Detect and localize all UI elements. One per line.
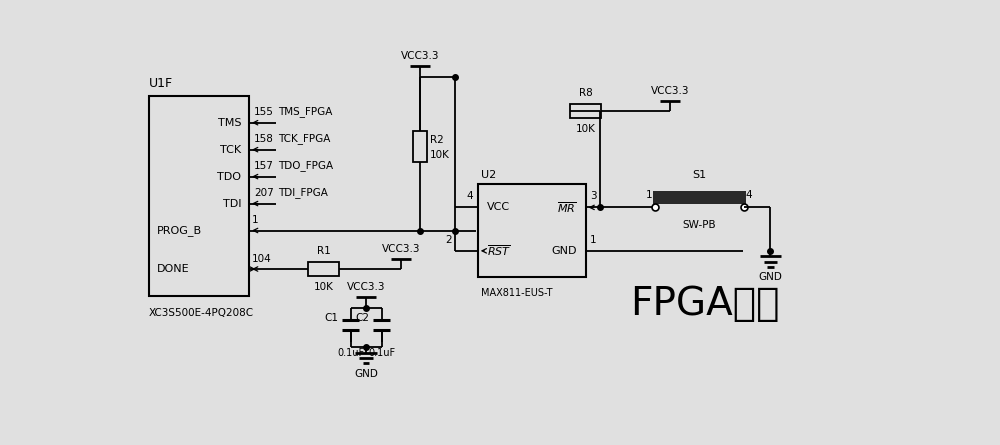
Text: 0.1uF: 0.1uF [368,348,395,358]
Text: TMS: TMS [218,117,241,128]
Text: 3: 3 [590,191,597,201]
Text: MAX811-EUS-T: MAX811-EUS-T [481,288,552,298]
Text: 207: 207 [254,188,274,198]
Text: VCC3.3: VCC3.3 [401,51,439,61]
Text: TMS_FPGA: TMS_FPGA [278,106,333,117]
Text: 1: 1 [590,235,597,245]
Text: 155: 155 [254,107,274,117]
Text: DONE: DONE [157,264,189,274]
Bar [413,131,427,162]
Text: TCK: TCK [220,145,241,155]
Text: S1: S1 [692,170,706,181]
Text: 1: 1 [646,190,653,200]
Text: TDI: TDI [223,198,241,209]
Text: 0.1uF: 0.1uF [337,348,364,358]
Text: 104: 104 [252,254,272,263]
Text: 1: 1 [252,215,259,225]
Text: C2: C2 [355,312,369,323]
Text: TDO_FPGA: TDO_FPGA [278,160,334,171]
Text: R1: R1 [317,246,331,256]
Text: FPGA复位: FPGA复位 [630,285,780,323]
Text: VCC3.3: VCC3.3 [651,86,690,96]
Text: R8: R8 [579,88,593,98]
Text: C1: C1 [324,312,338,323]
Text: 10K: 10K [430,150,450,161]
Bar [653,191,746,204]
Text: VCC: VCC [487,202,510,212]
Bar [570,104,601,118]
Text: 158: 158 [254,134,274,144]
Text: GND: GND [551,246,576,256]
Text: TDO: TDO [217,172,241,182]
Text: GND: GND [759,271,782,282]
Text: 2: 2 [445,235,452,246]
Bar [308,262,339,276]
Text: U2: U2 [481,170,496,180]
Text: VCC3.3: VCC3.3 [382,243,420,254]
Text: TDI_FPGA: TDI_FPGA [278,187,328,198]
Text: PROG_B: PROG_B [157,225,202,236]
Text: TCK_FPGA: TCK_FPGA [278,134,331,144]
Text: XC3S500E-4PQ208C: XC3S500E-4PQ208C [149,308,254,318]
Text: 4: 4 [746,190,752,200]
Text: $\overline{RST}$: $\overline{RST}$ [487,243,511,258]
Text: 157: 157 [254,161,274,171]
Text: R2: R2 [430,135,444,145]
Text: VCC3.3: VCC3.3 [347,282,385,292]
Text: 4: 4 [467,191,473,201]
Text: $\overline{MR}$: $\overline{MR}$ [557,200,576,215]
Text: SW-PB: SW-PB [682,220,716,230]
Text: U1F: U1F [149,77,173,90]
Bar [478,184,586,277]
Bar [149,96,249,296]
Text: 10K: 10K [314,282,334,292]
Text: 10K: 10K [576,124,596,134]
Text: GND: GND [354,369,378,379]
